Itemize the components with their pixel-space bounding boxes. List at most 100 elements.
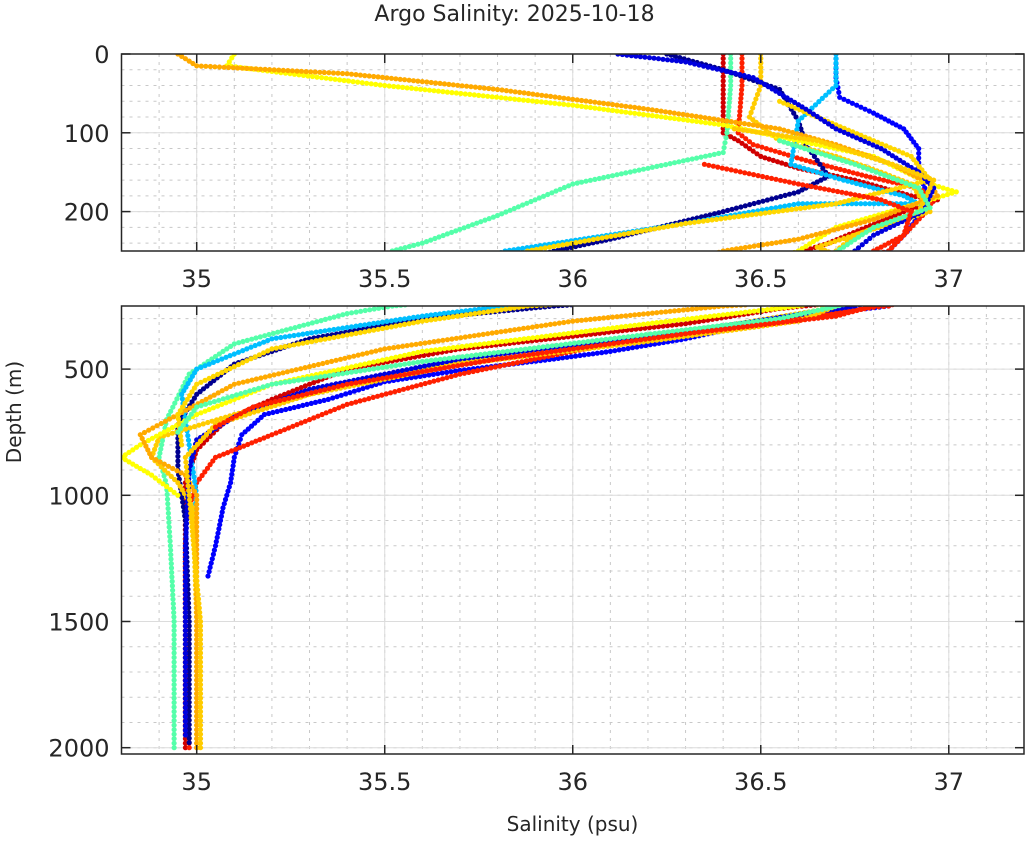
data-point (290, 423, 296, 429)
data-point (197, 695, 204, 701)
data-point (882, 148, 888, 154)
data-point (833, 55, 839, 62)
data-point (216, 397, 222, 403)
data-point (612, 233, 619, 239)
data-point (490, 86, 496, 92)
data-point (785, 102, 791, 108)
data-point (654, 107, 660, 114)
data-point (863, 238, 869, 245)
data-point (212, 64, 218, 70)
data-point (736, 126, 742, 133)
data-point (830, 252, 835, 257)
data-point (208, 560, 214, 566)
data-point (685, 157, 691, 163)
data-point (720, 55, 726, 62)
data-point (824, 163, 831, 169)
data-point (878, 251, 883, 256)
data-point (521, 90, 527, 96)
data-point (231, 459, 237, 465)
data-point (517, 336, 523, 343)
data-point (674, 222, 680, 228)
data-point (175, 453, 181, 459)
data-point (196, 600, 202, 607)
data-point (195, 591, 201, 598)
data-point (789, 318, 795, 324)
data-point (897, 215, 903, 221)
data-point (949, 190, 955, 196)
data-point (375, 376, 381, 382)
data-point (171, 718, 177, 724)
data-point (884, 188, 890, 194)
data-point (720, 73, 726, 80)
data-point (867, 227, 873, 233)
data-point (193, 569, 199, 575)
data-point (596, 100, 602, 106)
data-point (194, 618, 200, 625)
data-point (826, 187, 832, 193)
data-point (797, 164, 803, 170)
data-point (771, 320, 777, 326)
data-point (658, 309, 664, 315)
data-point (384, 364, 390, 370)
data-point (251, 387, 257, 393)
data-point (197, 645, 204, 652)
data-point (601, 106, 607, 112)
data-point (455, 363, 461, 369)
data-point (249, 336, 255, 342)
data-point (795, 236, 802, 242)
data-point (807, 158, 813, 165)
data-point (671, 115, 678, 122)
data-point (539, 350, 545, 356)
data-point (814, 149, 820, 156)
data-point (744, 128, 751, 134)
data-point (406, 321, 412, 327)
data-point (766, 131, 772, 137)
data-point (422, 87, 428, 93)
data-point (602, 342, 608, 348)
data-point (384, 356, 390, 362)
data-point (344, 332, 350, 338)
data-point (322, 316, 328, 322)
data-point (229, 467, 235, 473)
data-point (835, 226, 841, 232)
data-point (549, 343, 555, 349)
data-point (749, 323, 755, 329)
data-point (182, 605, 188, 611)
data-point (360, 385, 366, 392)
data-point (888, 187, 895, 193)
data-point (739, 87, 745, 93)
data-point (848, 160, 854, 166)
data-point (168, 556, 174, 562)
data-point (719, 322, 725, 329)
data-point (577, 239, 583, 245)
data-point (628, 54, 634, 59)
data-point (346, 354, 352, 360)
data-point (676, 159, 682, 165)
data-point (145, 437, 151, 444)
data-point (300, 331, 306, 337)
data-point (561, 331, 567, 337)
data-point (368, 349, 375, 355)
data-point (166, 519, 172, 526)
data-point (182, 718, 188, 725)
data-point (751, 308, 757, 314)
data-point (194, 519, 200, 525)
data-point (313, 329, 319, 335)
data-point (182, 552, 188, 558)
data-point (217, 517, 224, 524)
data-point (524, 200, 530, 206)
data-point (167, 533, 173, 540)
data-point (348, 331, 355, 337)
data-point (586, 237, 592, 243)
data-point (278, 407, 284, 414)
data-point (845, 131, 851, 137)
data-point (215, 390, 221, 396)
data-point (199, 398, 205, 405)
data-point (287, 405, 293, 412)
data-point (229, 448, 235, 454)
data-point (356, 387, 362, 393)
data-point (702, 115, 708, 121)
data-point (252, 354, 258, 360)
data-point (433, 366, 439, 372)
